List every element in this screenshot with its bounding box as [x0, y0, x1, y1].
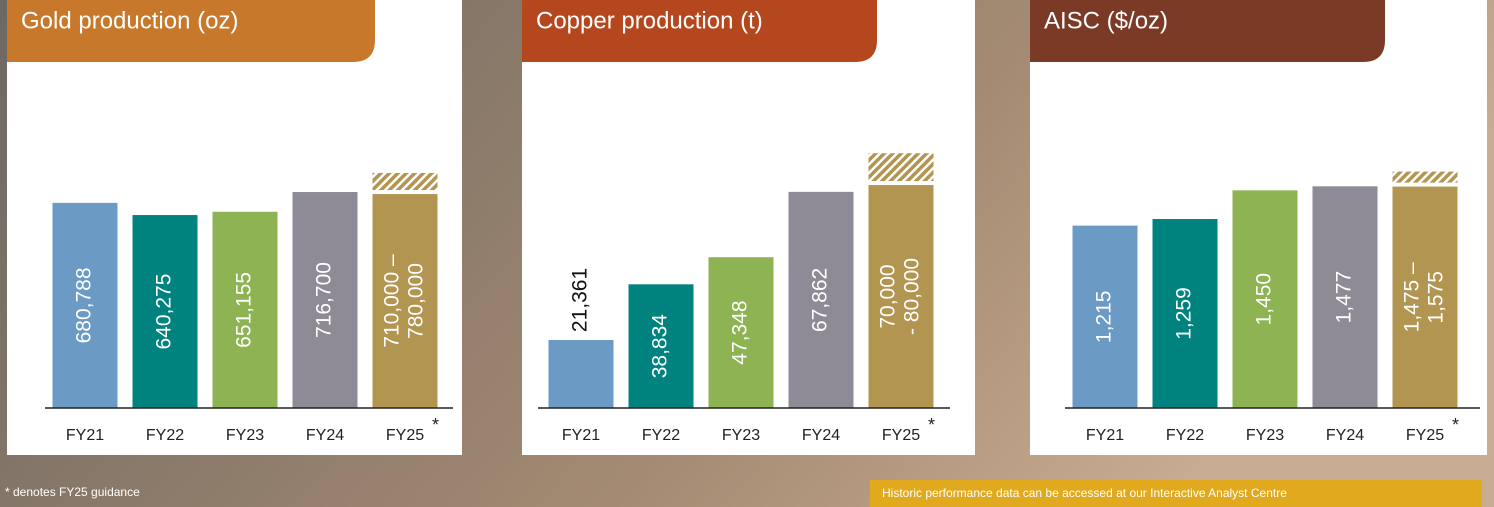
chart-title: AISC ($/oz) — [1044, 7, 1168, 34]
value-label: 640,275 — [153, 274, 176, 350]
value-label: - 80,000 — [901, 258, 924, 335]
value-label: 1,575 — [1425, 271, 1448, 324]
guidance-range — [869, 153, 934, 181]
value-label: 67,862 — [809, 268, 832, 332]
value-label: 651,155 — [233, 272, 256, 348]
guidance-range — [373, 173, 438, 190]
value-label: 710,000 – — [381, 254, 404, 348]
guidance-marker: * — [432, 415, 439, 435]
footnote: * denotes FY25 guidance — [5, 485, 140, 499]
value-label: 1,259 — [1173, 287, 1196, 340]
value-label: 680,788 — [73, 267, 96, 343]
bar — [549, 340, 614, 408]
infographic: * denotes FY25 guidance Historic perform… — [0, 0, 1494, 507]
category-label: FY25 — [882, 427, 920, 444]
category-label: FY23 — [722, 427, 760, 444]
value-label: 1,450 — [1253, 273, 1276, 326]
value-label: 38,834 — [649, 314, 672, 379]
category-label: FY22 — [642, 427, 680, 444]
value-label: 1,475 – — [1401, 262, 1424, 332]
guidance-marker: * — [1452, 415, 1459, 435]
value-label: 70,000 — [877, 264, 900, 328]
category-label: FY23 — [1246, 427, 1284, 444]
value-label: 1,477 — [1333, 271, 1356, 324]
value-label: 21,361 — [569, 268, 592, 332]
value-label: 716,700 — [313, 262, 336, 338]
chart-title: Copper production (t) — [536, 7, 763, 34]
page: * denotes FY25 guidance Historic perform… — [0, 0, 1494, 507]
chart-title: Gold production (oz) — [21, 7, 238, 34]
category-label: FY22 — [146, 427, 184, 444]
category-label: FY21 — [562, 427, 600, 444]
category-label: FY25 — [1406, 427, 1444, 444]
guidance-marker: * — [928, 415, 935, 435]
value-label: 780,000 — [405, 263, 428, 339]
value-label: 1,215 — [1093, 291, 1116, 344]
guidance-range — [1393, 172, 1458, 183]
category-label: FY24 — [1326, 427, 1364, 444]
banner-text[interactable]: Historic performance data can be accesse… — [882, 486, 1287, 500]
category-label: FY22 — [1166, 427, 1204, 444]
category-label: FY21 — [66, 427, 104, 444]
category-label: FY23 — [226, 427, 264, 444]
category-label: FY21 — [1086, 427, 1124, 444]
category-label: FY24 — [802, 427, 840, 444]
category-label: FY24 — [306, 427, 344, 444]
value-label: 47,348 — [729, 300, 752, 364]
category-label: FY25 — [386, 427, 424, 444]
